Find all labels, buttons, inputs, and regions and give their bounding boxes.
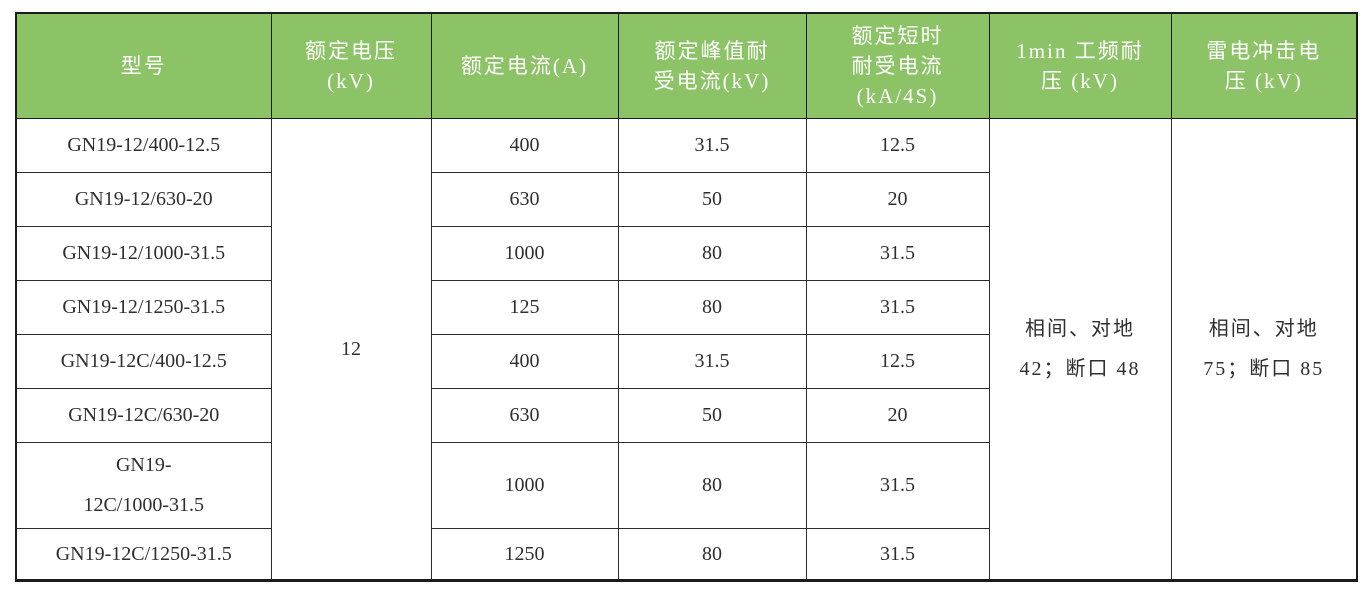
power-frequency-withstand-merged-cell: 相间、对地 42；断口 48 xyxy=(988,117,1172,581)
rated-current-cell: 1000 xyxy=(430,225,619,281)
short-time-withstand-cell: 20 xyxy=(805,171,990,227)
model-cell: GN19-12/630-20 xyxy=(15,171,272,227)
rated-voltage-merged-cell: 12 xyxy=(270,117,432,581)
rated-current-cell: 400 xyxy=(430,333,619,389)
peak-withstand-cell: 80 xyxy=(617,279,807,335)
model-cell: GN19-12/1000-31.5 xyxy=(15,225,272,281)
table-row: GN19-12/1250-31.5 125 80 31.5 xyxy=(15,279,1357,335)
col-header-rated-voltage: 额定电压 (kV) xyxy=(270,12,432,119)
short-time-withstand-cell: 31.5 xyxy=(805,527,990,581)
model-cell: GN19-12/400-12.5 xyxy=(15,117,272,173)
short-time-withstand-cell: 12.5 xyxy=(805,117,990,173)
rated-current-cell: 400 xyxy=(430,117,619,173)
header-row: 型号 额定电压 (kV) 额定电流(A) 额定峰值耐 受电流(kV) 额定短时 … xyxy=(15,12,1358,119)
table-row: GN19- 12C/1000-31.5 1000 80 31.5 xyxy=(15,441,1357,529)
model-cell: GN19-12C/1250-31.5 xyxy=(15,527,272,581)
peak-withstand-cell: 50 xyxy=(617,171,807,227)
rated-current-cell: 125 xyxy=(430,279,619,335)
table-row: GN19-12/1000-31.5 1000 80 31.5 xyxy=(15,225,1357,281)
table-row: GN19-12/400-12.5 12 400 31.5 12.5 相间、对地 … xyxy=(15,117,1358,581)
short-time-withstand-cell: 31.5 xyxy=(805,279,990,335)
col-header-power-frequency-withstand-voltage: 1min 工频耐 压 (kV) xyxy=(988,12,1172,119)
model-cell: GN19-12C/630-20 xyxy=(15,387,272,443)
short-time-withstand-cell: 31.5 xyxy=(805,225,990,281)
col-header-model: 型号 xyxy=(15,12,272,119)
peak-withstand-cell: 31.5 xyxy=(617,333,807,389)
col-header-peak-withstand-current: 额定峰值耐 受电流(kV) xyxy=(617,12,807,119)
col-header-lightning-impulse-voltage: 雷电冲击电 压 (kV) xyxy=(1170,12,1358,119)
model-cell: GN19-12C/400-12.5 xyxy=(15,333,272,389)
table-row: GN19-12/630-20 630 50 20 xyxy=(15,171,1357,227)
table-row: GN19-12C/1250-31.5 1250 80 31.5 xyxy=(15,527,1357,581)
model-cell: GN19- 12C/1000-31.5 xyxy=(15,441,272,529)
table-row: GN19-12C/400-12.5 400 31.5 12.5 xyxy=(15,333,1357,389)
short-time-withstand-cell: 31.5 xyxy=(805,441,990,529)
rated-current-cell: 630 xyxy=(430,387,619,443)
peak-withstand-cell: 80 xyxy=(617,441,807,529)
peak-withstand-cell: 31.5 xyxy=(617,117,807,173)
short-time-withstand-cell: 20 xyxy=(805,387,990,443)
lightning-impulse-merged-cell: 相间、对地 75；断口 85 xyxy=(1170,117,1358,581)
model-cell: GN19-12/1250-31.5 xyxy=(15,279,272,335)
col-header-short-time-withstand-current: 额定短时 耐受电流 (kA/4S) xyxy=(805,12,990,119)
col-header-rated-current: 额定电流(A) xyxy=(430,12,619,119)
short-time-withstand-cell: 12.5 xyxy=(805,333,990,389)
peak-withstand-cell: 80 xyxy=(617,527,807,581)
rated-current-cell: 1250 xyxy=(430,527,619,581)
peak-withstand-cell: 50 xyxy=(617,387,807,443)
rated-current-cell: 630 xyxy=(430,171,619,227)
table-row: GN19-12C/630-20 630 50 20 xyxy=(15,387,1357,443)
peak-withstand-cell: 80 xyxy=(617,225,807,281)
table-body: GN19-12/400-12.5 12 400 31.5 12.5 相间、对地 … xyxy=(15,117,1358,581)
rated-current-cell: 1000 xyxy=(430,441,619,529)
table-header: 型号 额定电压 (kV) 额定电流(A) 额定峰值耐 受电流(kV) 额定短时 … xyxy=(15,12,1358,119)
switch-spec-table: 型号 额定电压 (kV) 额定电流(A) 额定峰值耐 受电流(kV) 额定短时 … xyxy=(15,12,1358,582)
